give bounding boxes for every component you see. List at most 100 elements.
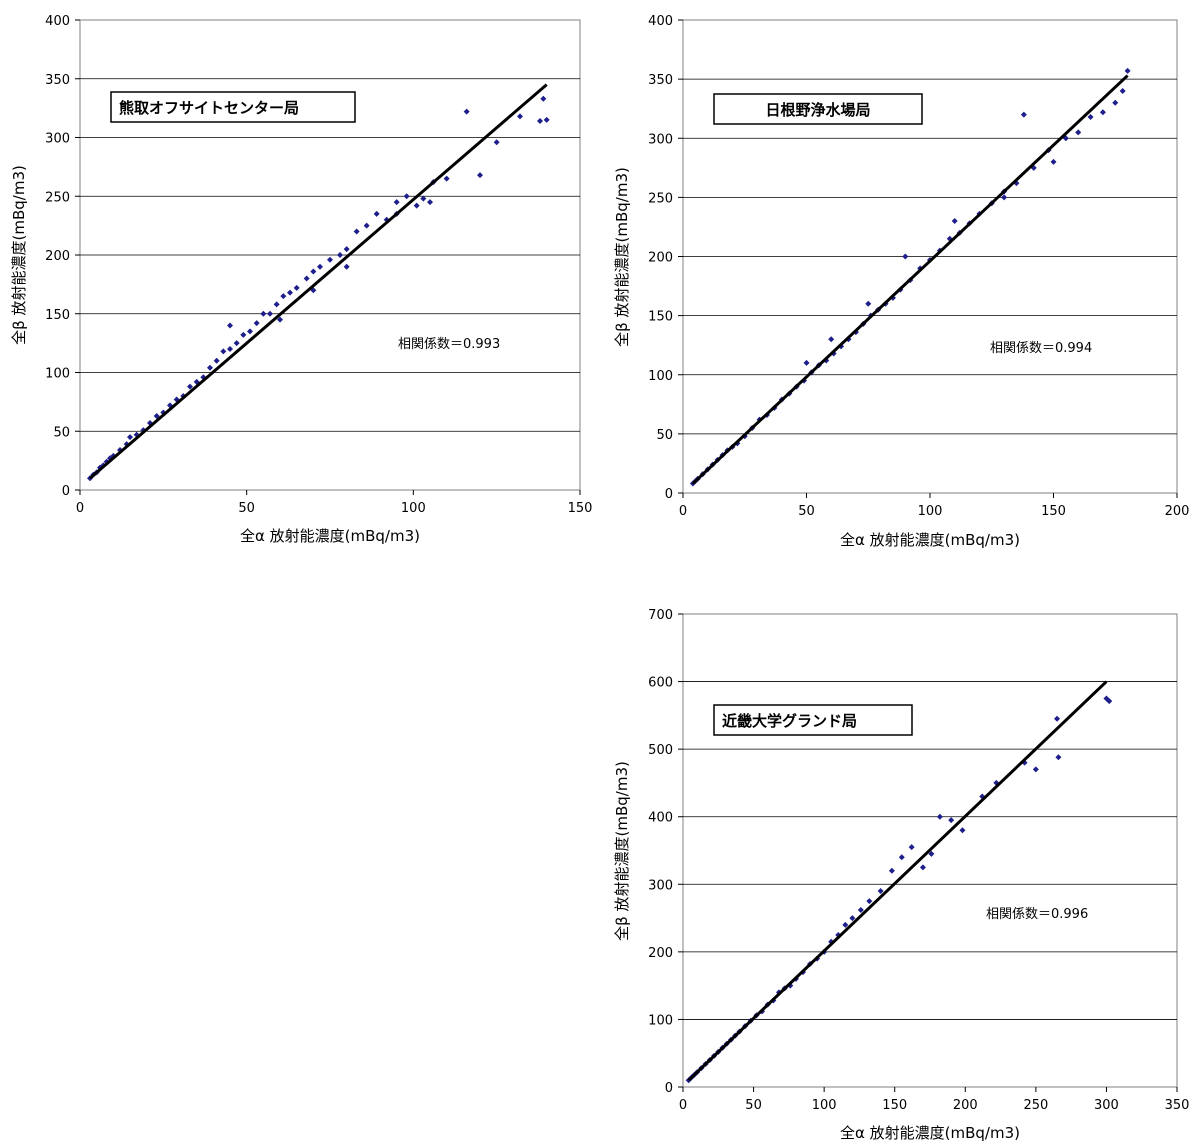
data-point [293, 284, 300, 291]
data-point [1032, 766, 1039, 773]
chart-kindai-ground: 0 100 200 300 400 500 600 700 0 50 100 150 200 250 30… [613, 608, 1189, 1142]
y-tick-label: 400 [45, 14, 70, 29]
data-point [427, 199, 433, 206]
x-tick-label: 300 [1094, 1098, 1119, 1113]
y-tick-label: 50 [53, 425, 70, 440]
data-point [310, 268, 317, 275]
correlation-label: 相関係数＝0.996 [986, 907, 1088, 922]
y-axis-label: 全β 放射能濃度(mBq/m3) [613, 761, 631, 941]
data-point [280, 293, 287, 300]
x-tick-label: 100 [812, 1098, 837, 1113]
x-axis-label: 全α 放射能濃度(mBq/m3) [240, 527, 420, 545]
data-point [187, 383, 193, 390]
data-point [1054, 715, 1061, 722]
y-tick-labels: 0 50 100 150 200 250 300 350 400 [45, 14, 70, 499]
x-tick-label: 50 [798, 504, 815, 519]
y-tick-labels: 0 100 200 300 400 500 600 700 [648, 608, 673, 1096]
data-point [227, 346, 233, 352]
data-point [343, 246, 350, 253]
data-point [127, 434, 133, 441]
data-point [803, 359, 810, 366]
data-point [1075, 129, 1082, 136]
data-point [343, 263, 350, 270]
y-tick-label: 600 [648, 676, 673, 691]
data-point [403, 193, 410, 200]
data-point [477, 172, 483, 179]
data-point [1055, 754, 1062, 761]
station-label-box [713, 704, 913, 736]
trend-line [691, 74, 1129, 485]
y-tick-label: 0 [62, 484, 70, 499]
data-point [866, 898, 873, 905]
x-tick-labels: 0 50 100 150 [76, 501, 593, 516]
y-tick-labels: 0 50 100 150 200 250 300 350 400 [648, 14, 673, 502]
data-point [273, 301, 280, 308]
station-label-box [713, 93, 923, 125]
data-point [898, 854, 905, 861]
data-point [260, 310, 267, 317]
data-point [1124, 67, 1131, 74]
data-point [393, 199, 400, 206]
x-tick-label: 50 [745, 1098, 762, 1113]
data-point [420, 195, 427, 202]
data-point [828, 336, 835, 343]
station-label: 日根野浄水場局 [765, 101, 870, 119]
y-tick-label: 400 [648, 14, 673, 29]
data-point [1020, 111, 1027, 118]
trend-line [687, 680, 1108, 1082]
data-point [928, 850, 935, 857]
x-tick-label: 150 [568, 501, 593, 516]
data-point [1001, 194, 1008, 201]
data-point [413, 202, 420, 209]
y-tick-label: 100 [648, 369, 673, 384]
chart-hinenoshosuijo: 0 50 100 150 200 250 300 350 400 0 50 100 150 200 日根… [613, 14, 1189, 549]
data-point [213, 357, 220, 364]
x-tick-labels: 0 50 100 150 200 250 300 350 [679, 1098, 1190, 1113]
data-point [287, 289, 293, 296]
y-tick-label: 250 [45, 190, 70, 205]
y-tick-label: 350 [648, 73, 673, 88]
station-label-box [110, 91, 356, 123]
data-point [936, 813, 943, 820]
data-point [857, 906, 864, 913]
y-tick-label: 300 [648, 878, 673, 893]
data-point [207, 364, 213, 371]
data-point [919, 864, 926, 871]
y-tick-label: 150 [648, 310, 673, 325]
data-point [888, 867, 895, 874]
data-point [493, 139, 500, 146]
data-point [1050, 158, 1057, 165]
x-tick-label: 100 [401, 501, 426, 516]
data-point [1087, 113, 1094, 120]
x-tick-label: 350 [1165, 1098, 1190, 1113]
y-axis-label: 全β 放射能濃度(mBq/m3) [10, 165, 28, 345]
data-point [277, 316, 283, 323]
y-tick-label: 150 [45, 308, 70, 323]
y-tick-label: 50 [656, 428, 673, 443]
y-tick-label: 250 [648, 191, 673, 206]
correlation-label: 相関係数＝0.993 [398, 337, 500, 352]
data-point [543, 116, 550, 123]
x-axis-label: 全α 放射能濃度(mBq/m3) [840, 531, 1020, 549]
data-point [240, 331, 247, 338]
x-tick-label: 0 [76, 501, 84, 516]
y-tick-label: 300 [648, 132, 673, 147]
data-point [443, 175, 450, 182]
x-tick-label: 0 [679, 1098, 687, 1113]
grid-lines [678, 19, 1178, 498]
data-point [1112, 99, 1119, 106]
data-point [317, 263, 323, 270]
data-point [517, 113, 523, 120]
x-tick-label: 250 [1023, 1098, 1048, 1113]
data-point [1106, 698, 1113, 705]
data-point [247, 328, 253, 335]
x-tick-labels: 0 50 100 150 200 [679, 504, 1190, 519]
y-tick-label: 200 [648, 946, 673, 961]
x-tick-label: 50 [238, 501, 255, 516]
y-tick-label: 500 [648, 743, 673, 758]
y-tick-label: 700 [648, 608, 673, 623]
data-point [849, 915, 856, 922]
grid-lines [678, 613, 1178, 1092]
station-label: 熊取オフサイトセンター局 [119, 99, 299, 117]
x-tick-label: 200 [953, 1098, 978, 1113]
